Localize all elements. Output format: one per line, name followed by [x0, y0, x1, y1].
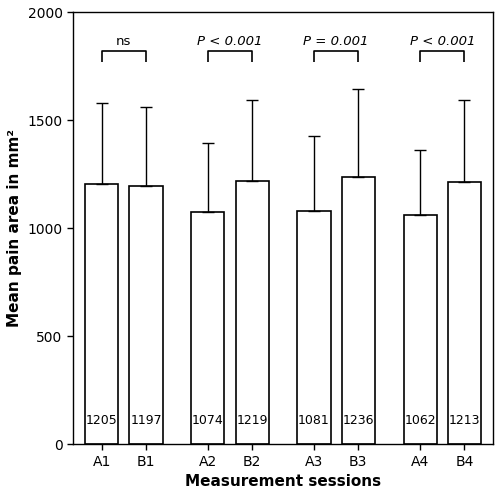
Text: P < 0.001: P < 0.001: [410, 35, 475, 48]
Text: ns: ns: [116, 35, 132, 48]
X-axis label: Measurement sessions: Measurement sessions: [185, 474, 381, 489]
Text: P = 0.001: P = 0.001: [304, 35, 369, 48]
Bar: [448, 183, 481, 444]
Y-axis label: Mean pain area in mm²: Mean pain area in mm²: [7, 129, 22, 327]
Text: 1062: 1062: [404, 414, 436, 427]
Bar: [342, 178, 375, 444]
Text: 1081: 1081: [298, 414, 330, 427]
Text: 1219: 1219: [236, 414, 268, 427]
Bar: [85, 184, 118, 444]
Bar: [192, 212, 224, 444]
Bar: [404, 215, 436, 444]
Bar: [130, 186, 162, 444]
Text: 1197: 1197: [130, 414, 162, 427]
Bar: [298, 211, 330, 444]
Text: 1213: 1213: [448, 414, 480, 427]
Text: P < 0.001: P < 0.001: [198, 35, 262, 48]
Text: 1205: 1205: [86, 414, 118, 427]
Text: 1074: 1074: [192, 414, 224, 427]
Text: 1236: 1236: [342, 414, 374, 427]
Bar: [236, 181, 268, 444]
